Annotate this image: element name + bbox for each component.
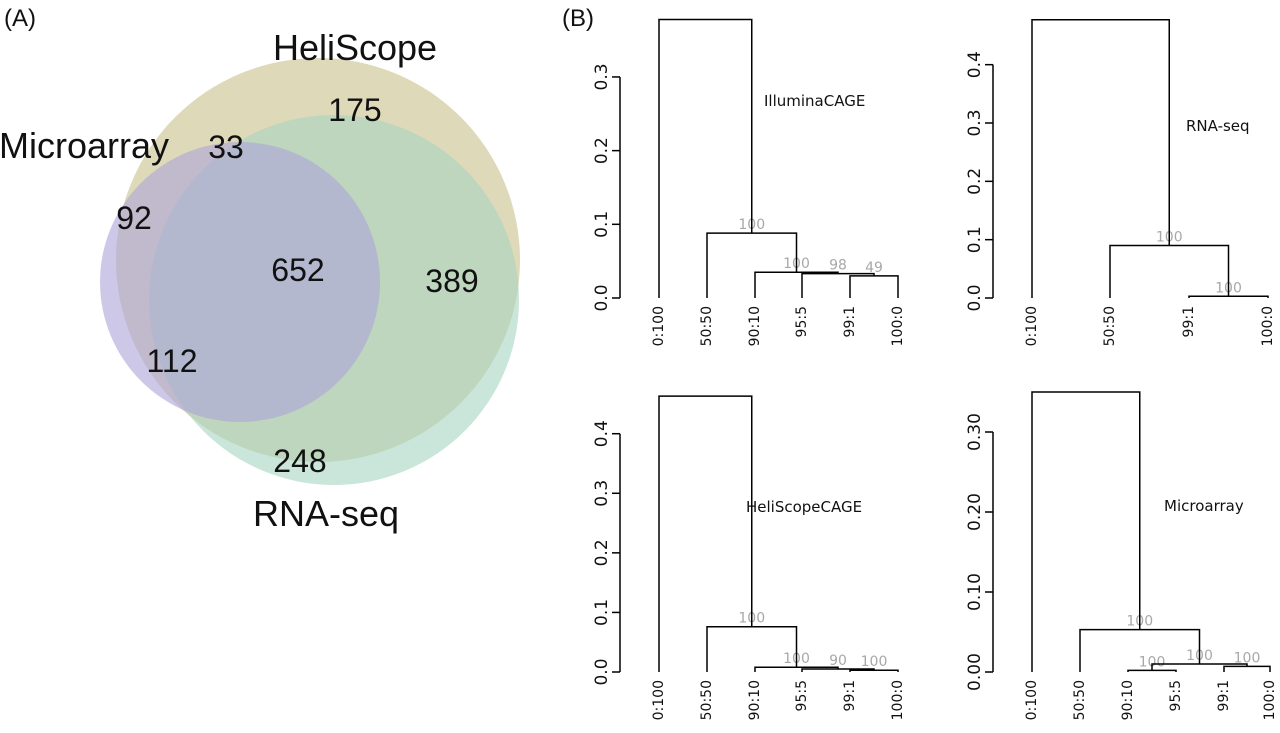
dendrogram-branch — [849, 275, 899, 298]
bootstrap-label: 100 — [1234, 650, 1261, 666]
leaf-label: 50:50 — [1072, 680, 1088, 720]
panel-label-b: (B) — [562, 5, 594, 32]
leaf-label: 95:5 — [794, 680, 810, 711]
venn-count-microarray-only: 92 — [116, 200, 152, 236]
leaf-label: 99:1 — [842, 680, 858, 711]
venn-count-rnaseq-only: 248 — [273, 443, 326, 479]
y-tick-label: 0.0 — [592, 658, 612, 685]
y-tick-label: 0.30 — [965, 413, 985, 451]
y-tick-label: 0.4 — [592, 420, 612, 447]
y-tick-label: 0.20 — [965, 493, 985, 531]
dendrogram-heliscopecage: 0.0 0.1 0.2 0.3 0.4 HeliScopeCAGE 0:100 50:50 90… — [592, 395, 906, 720]
dendrogram-title: Microarray — [1164, 497, 1244, 515]
y-tick-label: 0.1 — [592, 211, 612, 238]
y-tick-label: 0.3 — [592, 63, 612, 90]
y-tick-label: 0.10 — [965, 573, 985, 611]
venn-diagram: HeliScope Microarray RNA-seq 175 33 92 6… — [0, 27, 520, 534]
leaf-label: 90:10 — [747, 306, 763, 346]
leaf-label: 0:100 — [651, 680, 667, 720]
venn-count-heliscope-only: 175 — [328, 92, 381, 128]
leaf-label: 50:50 — [699, 306, 715, 346]
y-tick-label: 0.1 — [965, 226, 985, 253]
panel-label-a: (A) — [4, 5, 36, 32]
dendrogram-branch — [658, 395, 753, 672]
venn-set-label-heliscope: HeliScope — [273, 27, 437, 68]
venn-count-microarray-heliscope: 33 — [208, 129, 244, 165]
dendrogram-branch — [1127, 669, 1177, 672]
dendrogram-branch — [658, 18, 753, 298]
y-tick-label: 0.1 — [592, 599, 612, 626]
leaf-label: 90:10 — [747, 680, 763, 720]
leaf-label: 50:50 — [1102, 306, 1118, 346]
leaf-label: 90:10 — [1120, 680, 1136, 720]
bootstrap-label: 98 — [829, 258, 847, 274]
y-tick-label: 0.4 — [965, 51, 985, 78]
dendrogram-microarray: 0.00 0.10 0.20 0.30 Microarray 0:100 50:50 90:1… — [965, 391, 1278, 720]
venn-set-label-rnaseq: RNA-seq — [253, 493, 399, 534]
y-tick-label: 0.0 — [965, 284, 985, 311]
leaf-label: 99:1 — [1216, 680, 1232, 711]
dendrogram-branch — [1031, 391, 1141, 672]
y-tick-label: 0.3 — [592, 480, 612, 507]
leaf-label: 99:1 — [1181, 306, 1197, 337]
dendrogram-branch — [801, 272, 875, 298]
dendrogram-title: HeliScopeCAGE — [746, 498, 862, 516]
leaf-label: 0:100 — [1024, 680, 1040, 720]
y-tick-label: 0.00 — [965, 653, 985, 691]
dendrogram-branch — [1223, 665, 1271, 672]
bootstrap-label: 90 — [829, 653, 847, 669]
bootstrap-label: 49 — [865, 260, 883, 276]
venn-circle-microarray — [100, 142, 380, 422]
leaf-label: 0:100 — [651, 306, 667, 346]
leaf-label: 0:100 — [1024, 306, 1040, 346]
dendrogram-title: RNA-seq — [1186, 117, 1250, 135]
venn-count-microarray-rnaseq: 112 — [146, 343, 197, 379]
leaf-label: 95:5 — [1168, 680, 1184, 711]
y-tick-label: 0.2 — [592, 539, 612, 566]
leaf-label: 100:0 — [890, 680, 906, 720]
y-tick-label: 0.2 — [965, 168, 985, 195]
y-tick-label: 0.3 — [965, 109, 985, 136]
dendrogram-branch — [1188, 295, 1269, 298]
dendrogram-branch — [754, 271, 839, 298]
dendrogram-branch — [849, 669, 899, 672]
dendrogram-rnaseq: 0.0 0.1 0.2 0.3 0.4 RNA-seq 0:100 50:50 99:1 100:… — [965, 19, 1276, 346]
y-tick-label: 0.0 — [592, 284, 612, 311]
leaf-label: 50:50 — [699, 680, 715, 720]
dendrogram-illuminacage: 0.0 0.1 0.2 0.3 IlluminaCAGE 0:100 50:50 90:10 9… — [592, 18, 906, 346]
bootstrap-label: 100 — [861, 654, 888, 670]
leaf-label: 100:0 — [890, 306, 906, 346]
dendrogram-title: IlluminaCAGE — [764, 92, 865, 110]
dendrogram-branch — [1109, 244, 1230, 298]
leaf-label: 100:0 — [1260, 306, 1276, 346]
dendrogram-branch — [1031, 19, 1170, 298]
venn-count-all-three: 652 — [271, 252, 324, 288]
bootstrap-label: 100 — [1139, 654, 1166, 670]
dendrogram-branch — [706, 232, 798, 298]
leaf-label: 100:0 — [1262, 680, 1278, 720]
leaf-label: 95:5 — [794, 306, 810, 337]
y-tick-label: 0.2 — [592, 137, 612, 164]
venn-count-heliscope-rnaseq: 389 — [425, 263, 478, 299]
leaf-label: 99:1 — [842, 306, 858, 337]
venn-set-label-microarray: Microarray — [0, 125, 169, 166]
